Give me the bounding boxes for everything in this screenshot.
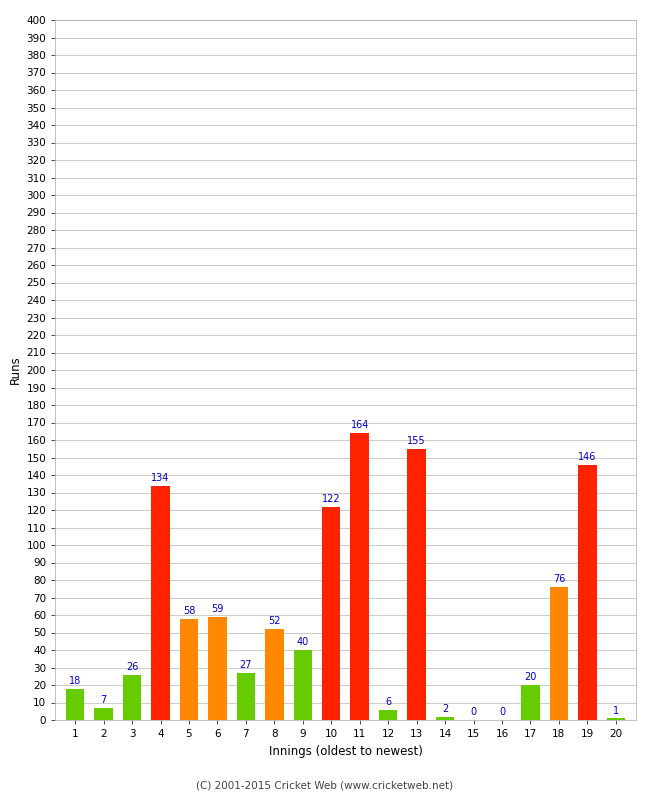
Text: 76: 76 bbox=[552, 574, 565, 584]
Bar bbox=[408, 449, 426, 720]
Text: 0: 0 bbox=[471, 707, 476, 718]
Bar bbox=[606, 718, 625, 720]
Bar bbox=[208, 617, 227, 720]
Bar bbox=[237, 673, 255, 720]
Bar bbox=[151, 486, 170, 720]
Text: 155: 155 bbox=[408, 436, 426, 446]
Bar bbox=[436, 717, 454, 720]
Text: 59: 59 bbox=[211, 604, 224, 614]
Bar bbox=[521, 685, 540, 720]
Text: 122: 122 bbox=[322, 494, 341, 504]
Text: 18: 18 bbox=[69, 676, 81, 686]
Bar bbox=[578, 465, 597, 720]
Text: 26: 26 bbox=[126, 662, 138, 672]
Text: (C) 2001-2015 Cricket Web (www.cricketweb.net): (C) 2001-2015 Cricket Web (www.cricketwe… bbox=[196, 780, 454, 790]
Text: 27: 27 bbox=[240, 660, 252, 670]
Text: 134: 134 bbox=[151, 473, 170, 483]
Text: 0: 0 bbox=[499, 707, 505, 718]
Bar bbox=[180, 618, 198, 720]
Bar bbox=[294, 650, 312, 720]
Text: 52: 52 bbox=[268, 616, 281, 626]
Text: 40: 40 bbox=[296, 638, 309, 647]
Bar bbox=[66, 689, 84, 720]
Y-axis label: Runs: Runs bbox=[9, 356, 22, 384]
Text: 7: 7 bbox=[101, 695, 107, 705]
Text: 164: 164 bbox=[350, 420, 369, 430]
Bar bbox=[350, 433, 369, 720]
Text: 2: 2 bbox=[442, 704, 448, 714]
Text: 1: 1 bbox=[613, 706, 619, 716]
Bar bbox=[322, 506, 341, 720]
X-axis label: Innings (oldest to newest): Innings (oldest to newest) bbox=[268, 745, 422, 758]
Bar bbox=[379, 710, 397, 720]
Text: 6: 6 bbox=[385, 697, 391, 707]
Text: 20: 20 bbox=[525, 672, 537, 682]
Bar bbox=[550, 587, 568, 720]
Bar bbox=[265, 629, 283, 720]
Text: 58: 58 bbox=[183, 606, 195, 616]
Bar bbox=[123, 674, 141, 720]
Text: 146: 146 bbox=[578, 452, 597, 462]
Bar bbox=[94, 708, 113, 720]
